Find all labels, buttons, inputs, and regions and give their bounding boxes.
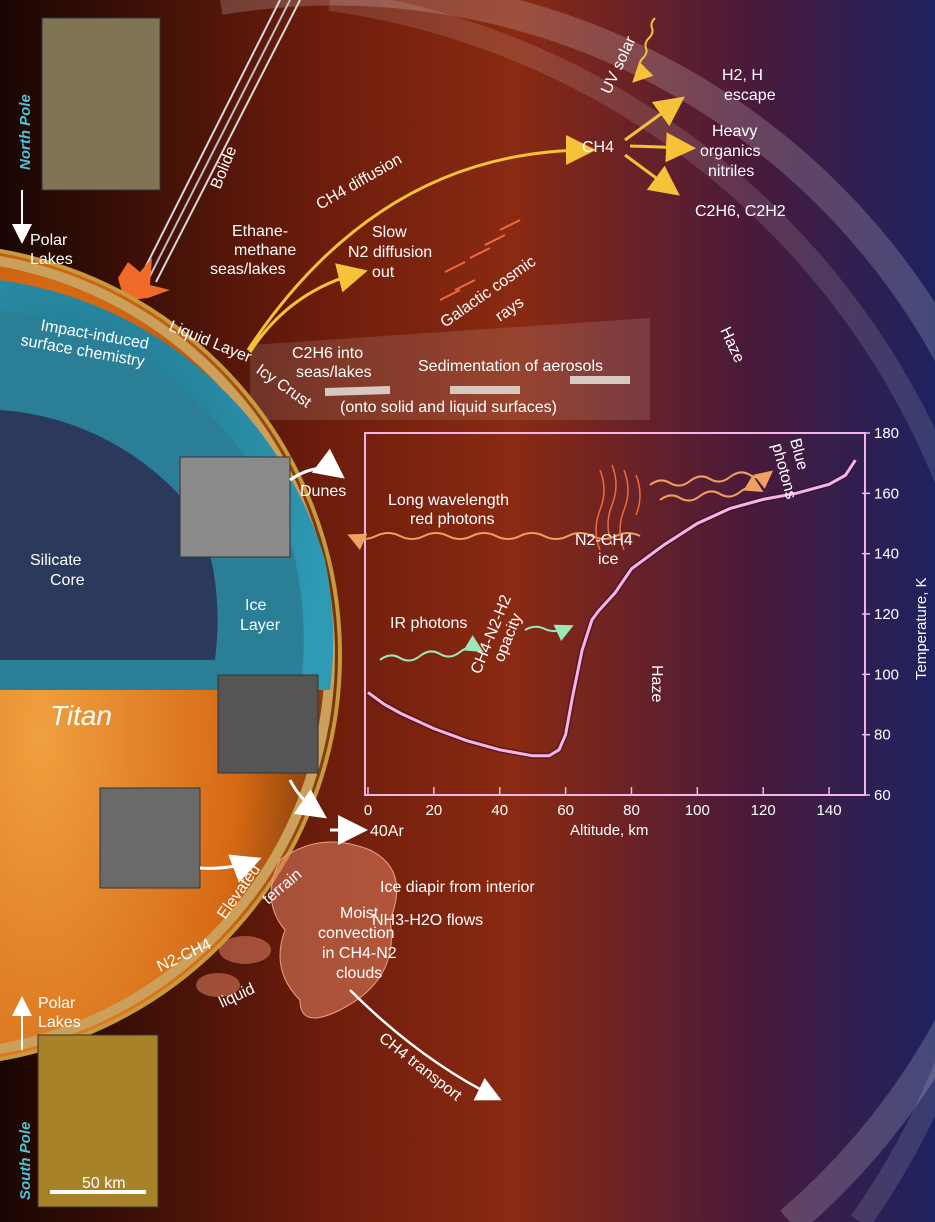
ir-photon-arrow-1 [379, 635, 484, 662]
ethane-label-1: Ethane- [232, 223, 288, 240]
sedimentation-label: Sedimentation of aerosols [418, 358, 603, 375]
onto-surfaces-label: (onto solid and liquid surfaces) [340, 399, 557, 416]
south-lakes-label-2: Lakes [38, 1014, 81, 1031]
organics-arrow [629, 132, 696, 163]
bolide-trail [139, 0, 301, 283]
c2h6-into-label-2: seas/lakes [296, 364, 372, 381]
temperature-curve [367, 459, 857, 758]
ethane-label-3: seas/lakes [210, 261, 286, 278]
silicate-core [0, 410, 218, 660]
x-tick-label: 60 [557, 802, 574, 819]
convection-label-1: Moist [340, 905, 379, 922]
x-tick-label: 0 [364, 802, 372, 819]
organics-label-3: nitriles [708, 163, 754, 180]
terrain-arrow [288, 779, 327, 819]
ch4-diffusion-arrow [246, 135, 596, 351]
convection-label-2: convection [318, 925, 395, 942]
ice-diapir-label: Ice diapir from interior [380, 879, 535, 896]
convection-clouds [196, 841, 398, 1019]
titan-surface-line [0, 249, 342, 1061]
y-tick-label: 60 [874, 787, 891, 804]
south-pole-label: South Pole [17, 1122, 34, 1200]
scale-bar [50, 1190, 146, 1194]
convection-label-3: in CH4-N2 [322, 945, 397, 962]
x-tick-label: 20 [426, 802, 443, 819]
ir-photons-label: IR photons [390, 615, 467, 632]
dunes-arrow [289, 448, 345, 482]
ice-layer-label-1: Ice [245, 597, 266, 614]
y-axis-label: Temperature, K [913, 577, 930, 680]
long-wavelength-label-2: red photons [410, 511, 495, 528]
h2-escape-label-1: H2, H [722, 67, 763, 84]
ir-photon-arrow-2 [524, 624, 574, 642]
ice-layer-label-2: Layer [240, 617, 281, 634]
south-pole-image [37, 1034, 159, 1208]
x-tick-label: 140 [817, 802, 842, 819]
channels-arrow [199, 854, 262, 883]
convection-label-4: clouds [336, 965, 382, 982]
x-axis-label: Altitude, km [570, 822, 648, 839]
y-tick-label: 100 [874, 666, 899, 683]
blue-photon-arrow-1 [649, 470, 774, 489]
c2h6-arrow [624, 153, 680, 196]
terrain-image [217, 674, 319, 774]
y-tick-label: 140 [874, 546, 899, 563]
n2-diffusion-label-1: Slow [372, 224, 407, 241]
nh3-flows-label: NH3-H2O flows [372, 912, 483, 929]
n2-diffusion-label-3: out [372, 264, 395, 281]
x-tick-label: 40 [491, 802, 508, 819]
n2-diffusion-arrow [248, 263, 368, 353]
long-wavelength-label-1: Long wavelength [388, 492, 509, 509]
impact-burst [118, 258, 170, 300]
titan-label: Titan [50, 700, 112, 731]
c2h6-c2h2-label: C2H6, C2H2 [695, 203, 786, 220]
c2h6-into-label-1: C2H6 into [292, 345, 363, 362]
red-photon-arrow [347, 532, 641, 551]
north-pole-label: North Pole [17, 94, 34, 170]
haze-inner-label: Haze [648, 665, 665, 702]
escape-arrow [624, 96, 685, 142]
north-lakes-label-2: Lakes [30, 251, 73, 268]
y-tick-label: 120 [874, 606, 899, 623]
haze-ring-inner [220, 0, 935, 1222]
ice-label-2: ice [598, 551, 619, 568]
dunes-image [179, 456, 291, 558]
h2-escape-label-2: escape [724, 87, 776, 104]
scale-bar-label: 50 km [82, 1175, 126, 1192]
silicate-core-label-2: Core [50, 572, 85, 589]
ice-label-1: N2-CH4 [575, 532, 633, 549]
n2-diffusion-label-2: N2 diffusion [348, 244, 432, 261]
channels-image [99, 787, 201, 889]
ice-squiggles [595, 464, 641, 551]
blue-photon-arrow-2 [659, 475, 764, 502]
uv-photon-arrow [632, 17, 656, 83]
y-tick-label: 80 [874, 727, 891, 744]
haze-ring-outer [328, 0, 935, 1222]
cosmic-rays [439, 219, 521, 301]
north-pole-image [41, 17, 161, 191]
y-tick-label: 160 [874, 485, 899, 502]
y-tick-label: 180 [874, 425, 899, 442]
south-lakes-label-1: Polar [38, 995, 76, 1012]
dunes-label: Dunes [300, 483, 346, 500]
silicate-core-label-1: Silicate [30, 552, 82, 569]
sedimentation-arrow-2 [324, 386, 391, 396]
x-tick-label: 120 [751, 802, 776, 819]
organics-label-1: Heavy [712, 123, 757, 140]
x-tick-label: 100 [685, 802, 710, 819]
ch4-label: CH4 [582, 139, 614, 156]
x-tick-label: 80 [623, 802, 640, 819]
ch4-transport-arrow [349, 989, 502, 1101]
north-lakes-label-1: Polar [30, 232, 68, 249]
organics-label-2: organics [700, 143, 760, 160]
ethane-label-2: methane [234, 242, 296, 259]
argon-label: 40Ar [370, 823, 404, 840]
